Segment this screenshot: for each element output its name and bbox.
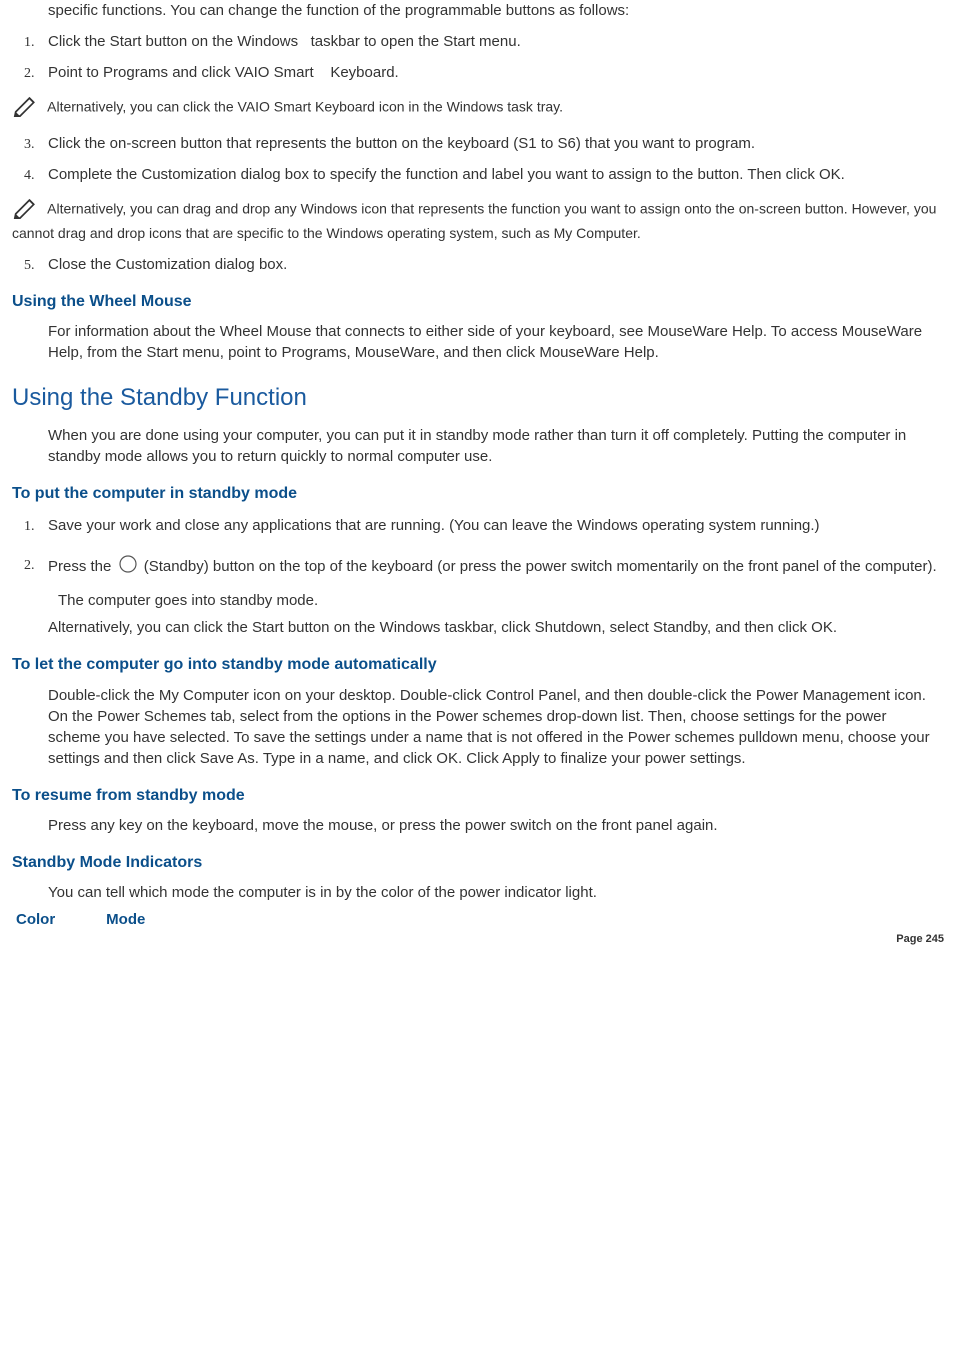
note-text: Alternatively, you can drag and drop any…: [12, 200, 936, 241]
standby-alternative: Alternatively, you can click the Start b…: [48, 617, 942, 638]
note-text: Alternatively, you can click the VAIO Sm…: [47, 99, 563, 115]
step-number: 3.: [24, 135, 35, 155]
steps-list-c: 5. Close the Customization dialog box.: [6, 254, 948, 275]
standby-steps: 1. Save your work and close any applicat…: [6, 515, 948, 580]
heading-standby-indicators: Standby Mode Indicators: [12, 852, 948, 874]
resume-standby-body: Press any key on the keyboard, move the …: [48, 815, 942, 836]
pencil-note-icon: [12, 93, 40, 123]
step-text: Point to Programs and click VAIO Smart K…: [48, 64, 399, 81]
step-text: Close the Customization dialog box.: [48, 256, 287, 273]
step-text-pre: Press the: [48, 558, 116, 575]
step-4: 4. Complete the Customization dialog box…: [48, 164, 948, 185]
note-2: Alternatively, you can drag and drop any…: [12, 195, 942, 244]
standby-step-1: 1. Save your work and close any applicat…: [48, 515, 948, 536]
step-text: Click the on-screen button that represen…: [48, 135, 755, 152]
step-text: Complete the Customization dialog box to…: [48, 166, 845, 183]
standby-moon-icon: [118, 554, 138, 580]
standby-intro: When you are done using your computer, y…: [48, 425, 942, 467]
intro-text: specific functions. You can change the f…: [48, 0, 942, 21]
step-1: 1. Click the Start button on the Windows…: [48, 31, 948, 52]
step-text: Click the Start button on the Windows ta…: [48, 33, 521, 50]
steps-list-a: 1. Click the Start button on the Windows…: [6, 31, 948, 83]
step-number: 2.: [24, 556, 35, 576]
step-number: 2.: [24, 64, 35, 84]
step-number: 4.: [24, 166, 35, 186]
steps-list-b: 3. Click the on-screen button that repre…: [6, 133, 948, 185]
heading-resume-standby: To resume from standby mode: [12, 785, 948, 807]
auto-standby-body: Double-click the My Computer icon on you…: [48, 685, 942, 769]
table-header-mode: Mode: [106, 909, 226, 930]
wheel-mouse-body: For information about the Wheel Mouse th…: [48, 321, 942, 363]
step-number: 1.: [24, 33, 35, 53]
step-3: 3. Click the on-screen button that repre…: [48, 133, 948, 154]
standby-result: The computer goes into standby mode.: [58, 590, 942, 611]
step-text-post: (Standby) button on the top of the keybo…: [144, 558, 937, 575]
pencil-note-icon: [12, 195, 40, 225]
standby-step-2: 2. Press the (Standby) button on the top…: [48, 554, 948, 580]
heading-put-standby: To put the computer in standby mode: [12, 483, 948, 505]
heading-auto-standby: To let the computer go into standby mode…: [12, 654, 948, 676]
heading-wheel-mouse: Using the Wheel Mouse: [12, 291, 948, 313]
step-2: 2. Point to Programs and click VAIO Smar…: [48, 62, 948, 83]
standby-indicators-body: You can tell which mode the computer is …: [48, 882, 942, 903]
step-text: Save your work and close any application…: [48, 517, 820, 534]
step-number: 1.: [24, 517, 35, 537]
table-header-color: Color: [16, 909, 102, 930]
page-number: Page 245: [896, 932, 944, 947]
indicator-table-header: Color Mode: [16, 909, 948, 930]
step-5: 5. Close the Customization dialog box.: [48, 254, 948, 275]
step-number: 5.: [24, 256, 35, 276]
note-1: Alternatively, you can click the VAIO Sm…: [12, 93, 942, 123]
heading-standby-function: Using the Standby Function: [12, 381, 948, 415]
